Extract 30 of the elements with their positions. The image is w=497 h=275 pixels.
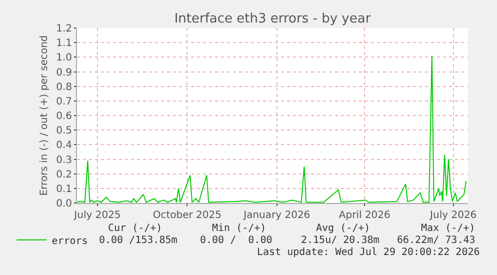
- text: 2.15u/ 20.38m: [301, 235, 380, 246]
- text: 0.00 / 0.00: [200, 235, 272, 246]
- x-tick-label: January 2026: [242, 210, 310, 221]
- chart-title: Interface eth3 errors - by year: [174, 12, 372, 27]
- y-tick-label: 1.1: [56, 38, 72, 50]
- text: Last update: Wed Jul 29 20:00:22 2026: [257, 247, 480, 258]
- legend-label: errors: [52, 236, 88, 247]
- y-tick-label: 0.9: [56, 67, 72, 78]
- y-tick-label: 0.1: [56, 184, 72, 195]
- text: 66.22m/ 73.43: [397, 235, 476, 246]
- text: Max (-/+): [421, 223, 476, 234]
- x-tick-label: July 2025: [73, 210, 121, 221]
- x-tick-label: July 2026: [429, 210, 477, 221]
- text: Cur (-/+): [108, 223, 162, 234]
- text: Min (-/+): [212, 223, 266, 234]
- y-tick-label: 0.6: [56, 111, 72, 122]
- y-tick-label: 0.2: [56, 169, 72, 180]
- y-tick-label: 0.4: [56, 140, 72, 152]
- y-tick-label: 0.0: [56, 198, 72, 210]
- y-tick-label: 1.0: [56, 52, 72, 64]
- x-tick-label: October 2025: [152, 210, 222, 221]
- text: Avg (-/+): [316, 223, 370, 234]
- y-tick-label: 0.3: [56, 154, 72, 166]
- y-tick-label: 1.2: [56, 24, 72, 34]
- y-tick-label: 0.7: [56, 96, 72, 108]
- x-tick-label: April 2026: [338, 210, 390, 221]
- text: 0.00 /153.85m: [99, 235, 178, 246]
- y-tick-label: 0.5: [56, 126, 72, 137]
- y-axis-title: Errors in (-) / out (+) per second: [39, 35, 50, 196]
- y-tick-label: 0.8: [56, 82, 72, 93]
